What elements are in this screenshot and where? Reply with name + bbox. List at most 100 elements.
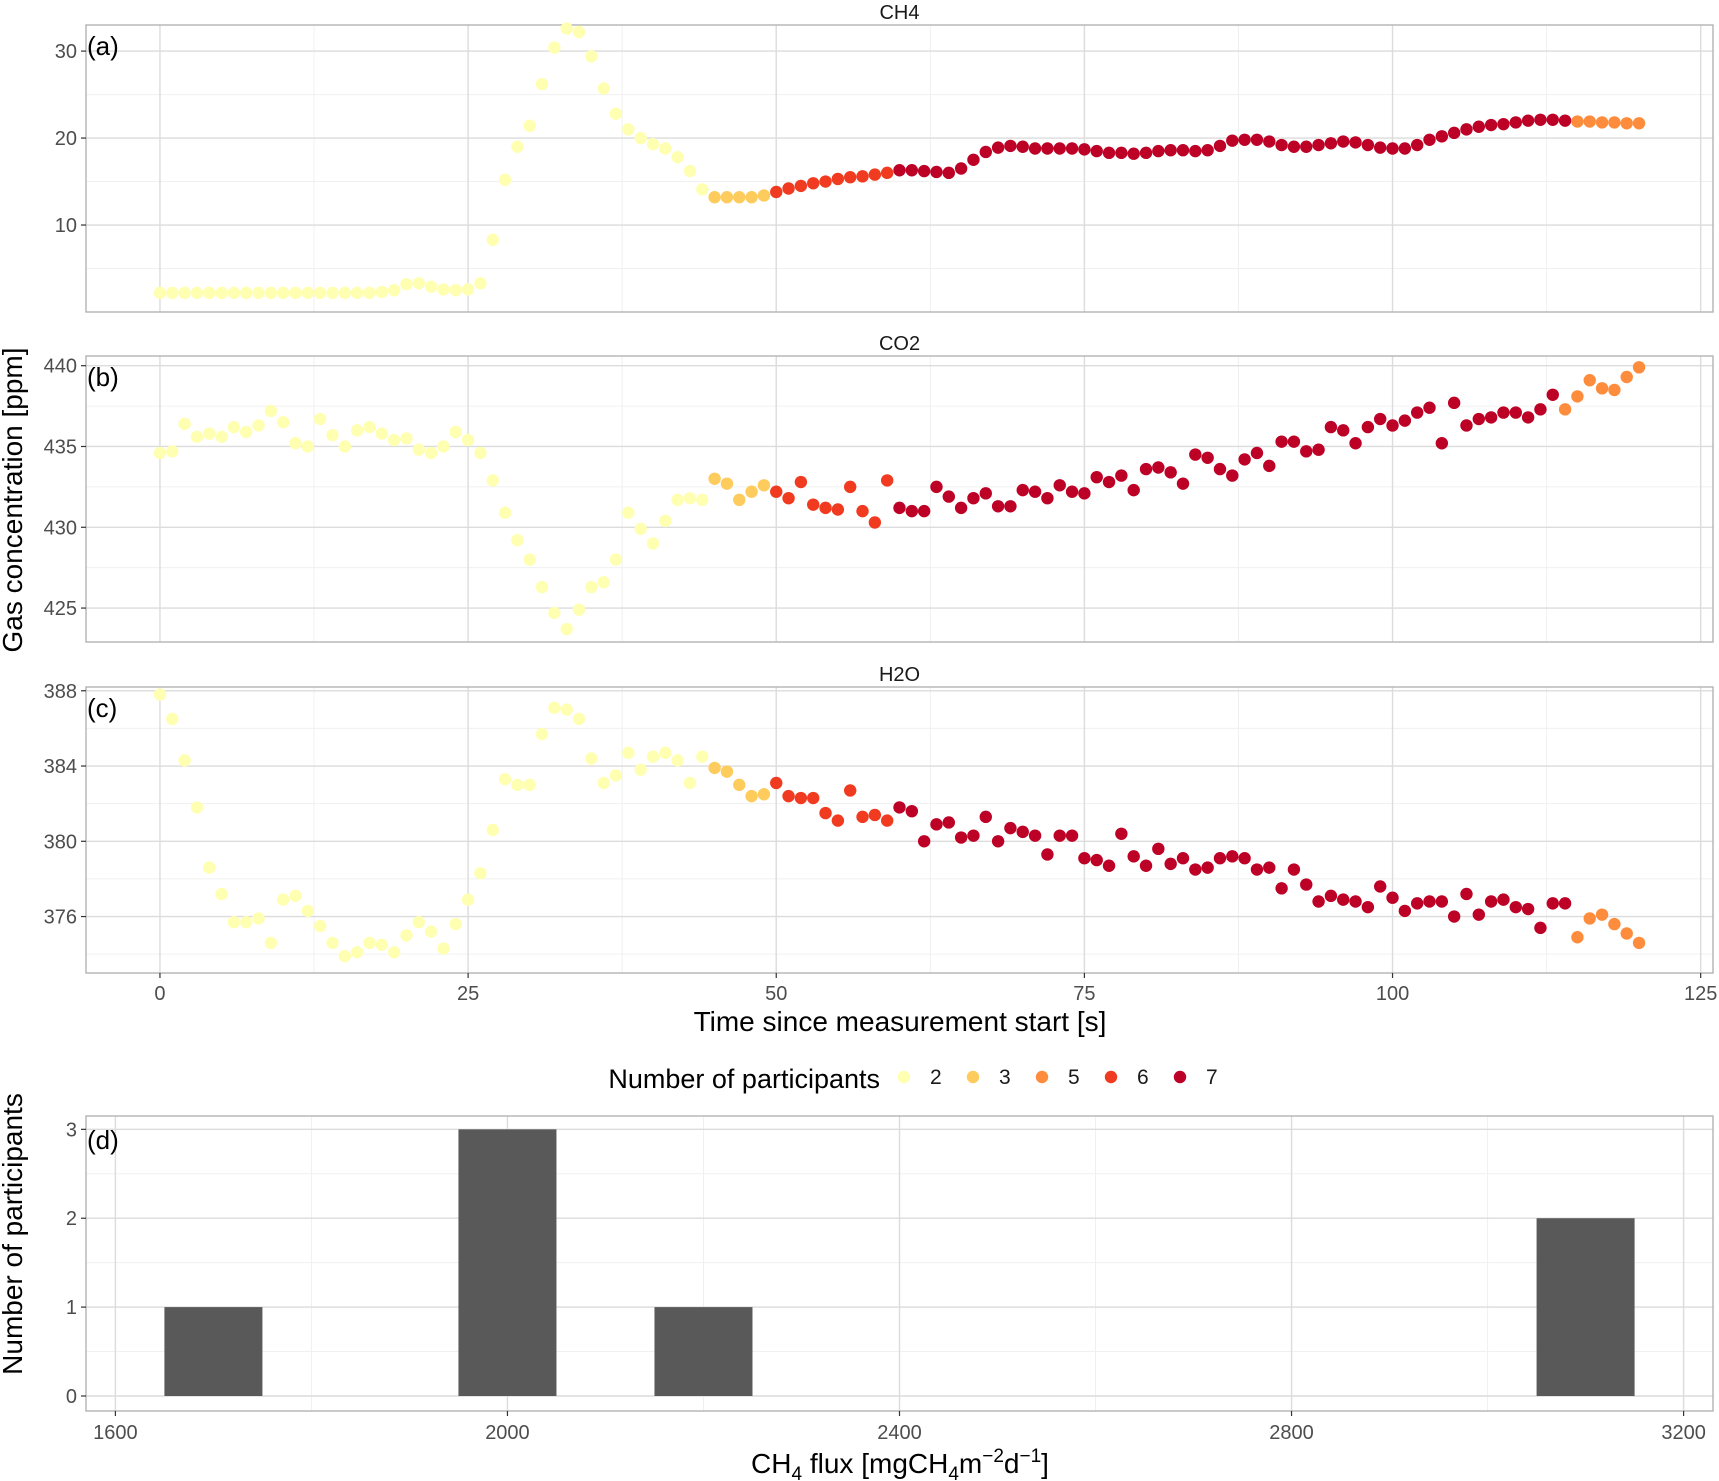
data-point	[572, 25, 586, 39]
data-point	[720, 191, 734, 204]
data-point	[153, 446, 167, 460]
data-point	[474, 277, 487, 290]
data-point	[991, 835, 1005, 848]
data-point	[1115, 146, 1128, 160]
data-point	[1164, 466, 1177, 479]
histogram-y-axis-title: Number of participants	[0, 1093, 28, 1375]
data-point	[153, 286, 167, 300]
data-point	[1447, 396, 1461, 410]
data-point	[1497, 117, 1510, 131]
histogram-bar	[654, 1307, 753, 1396]
data-point	[375, 427, 389, 440]
data-point	[1534, 113, 1547, 126]
data-point	[1004, 500, 1017, 513]
legend-label-5: 5	[1068, 1066, 1080, 1089]
data-point	[745, 191, 758, 204]
legend: Number of participants 2 3 5 6 7	[608, 1064, 1217, 1094]
data-point	[375, 938, 389, 951]
data-point	[1460, 123, 1473, 136]
data-point	[1139, 146, 1153, 160]
data-point	[424, 280, 438, 293]
data-point	[659, 514, 672, 528]
data-point	[1521, 902, 1535, 916]
data-point	[942, 490, 956, 503]
data-point	[203, 427, 216, 440]
data-point	[1312, 443, 1325, 456]
data-point	[1472, 908, 1486, 921]
data-point	[609, 553, 623, 566]
data-point	[350, 286, 364, 300]
data-point	[671, 150, 684, 164]
data-point	[153, 688, 167, 701]
data-point	[1238, 133, 1251, 146]
data-point	[535, 580, 549, 594]
histogram-x-axis-title: CH4 flux [mgCH4m−2d−1]	[751, 1446, 1049, 1481]
data-point	[1620, 927, 1633, 940]
data-point	[917, 504, 931, 518]
data-point	[634, 522, 647, 536]
y-tick-label: 3	[66, 1119, 77, 1141]
data-point	[1410, 138, 1424, 152]
data-point	[1016, 825, 1029, 839]
data-point	[646, 137, 660, 151]
data-point	[856, 170, 869, 183]
data-point	[215, 286, 228, 300]
data-point	[720, 477, 734, 490]
data-point	[1534, 921, 1547, 935]
data-point	[942, 166, 956, 180]
data-point	[289, 286, 302, 300]
data-point	[1632, 117, 1646, 130]
data-point	[634, 763, 647, 776]
data-point	[1287, 435, 1301, 448]
data-point	[880, 166, 894, 180]
panel-h2o: H2O (c) 376 380 384 388 0 25 50 75 100 125	[44, 664, 1718, 1005]
legend-swatch-2	[897, 1070, 911, 1084]
data-point	[1447, 126, 1461, 140]
data-point	[1484, 895, 1498, 908]
data-point	[350, 424, 364, 437]
data-point	[560, 22, 573, 35]
data-point	[967, 829, 980, 842]
data-point	[511, 778, 524, 792]
data-point	[548, 701, 561, 714]
data-point	[720, 765, 734, 778]
y-tick-label: 440	[44, 356, 77, 378]
data-point	[461, 283, 475, 296]
data-point	[1115, 469, 1128, 482]
data-point	[622, 506, 635, 519]
data-point	[1349, 136, 1362, 149]
data-point	[511, 534, 524, 547]
data-point	[1053, 829, 1066, 842]
data-point	[979, 145, 992, 159]
data-point	[1546, 113, 1559, 126]
data-point	[1176, 852, 1190, 865]
panel-label: (d)	[87, 1125, 119, 1155]
data-point	[622, 746, 635, 760]
panel-histogram: (d) 0 1 2 3 1600 2000 2400 2800 3200	[66, 1115, 1714, 1444]
histogram-bar	[1536, 1218, 1635, 1396]
data-point	[782, 789, 795, 803]
data-point	[1583, 115, 1596, 128]
data-point	[1324, 889, 1338, 903]
data-point	[807, 498, 820, 511]
data-point	[1016, 140, 1029, 153]
data-point	[1213, 139, 1227, 153]
data-point	[1423, 133, 1436, 146]
data-point	[1004, 139, 1017, 153]
data-point	[733, 191, 746, 204]
data-point	[1250, 133, 1264, 146]
data-point	[683, 491, 697, 505]
data-point	[203, 286, 216, 300]
data-point	[1374, 412, 1387, 426]
data-point	[1571, 931, 1584, 944]
data-point	[696, 183, 709, 196]
data-point	[277, 286, 290, 300]
x-tick-label: 0	[154, 983, 165, 1005]
data-point	[1152, 144, 1165, 158]
data-point	[819, 501, 832, 515]
data-point	[227, 915, 241, 929]
data-point	[1337, 893, 1350, 906]
data-point	[1583, 912, 1596, 925]
data-point	[1361, 138, 1375, 152]
data-point	[1263, 459, 1276, 473]
